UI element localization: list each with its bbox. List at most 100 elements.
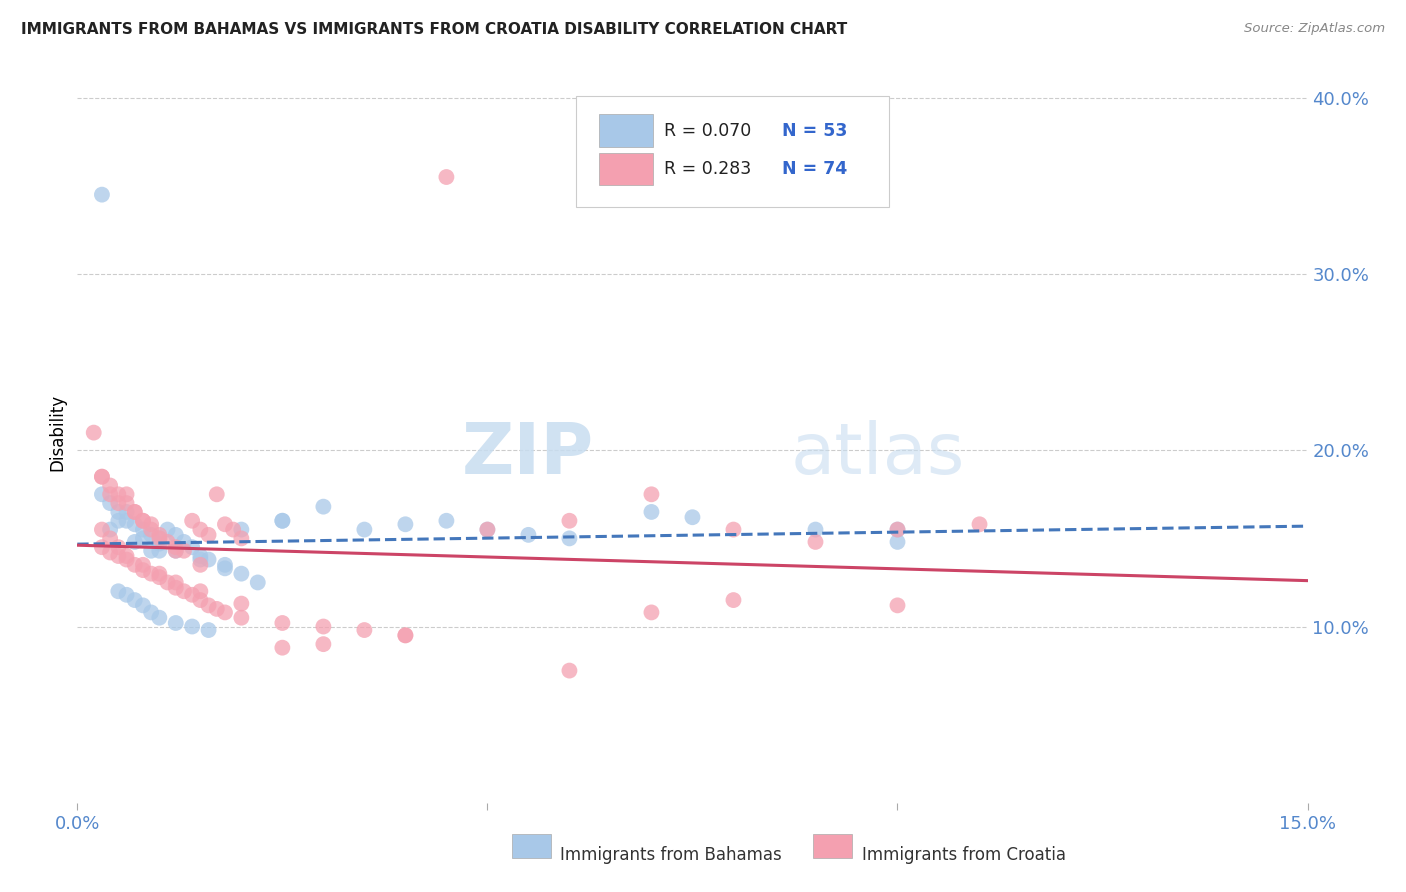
Point [115, 552, 138, 566]
Point [271, 640, 294, 655]
Point [214, 606, 236, 620]
Point [148, 570, 170, 584]
Point [214, 517, 236, 532]
Point [231, 610, 253, 624]
FancyBboxPatch shape [813, 834, 852, 857]
Point [173, 535, 195, 549]
Point [477, 523, 499, 537]
Point [98, 487, 121, 501]
Point [165, 615, 187, 630]
Point [132, 514, 155, 528]
FancyBboxPatch shape [599, 114, 654, 147]
Point [517, 528, 540, 542]
Point [115, 487, 138, 501]
Point [558, 514, 581, 528]
Point [132, 523, 155, 537]
Point [90, 540, 114, 554]
Point [723, 523, 745, 537]
Point [181, 588, 204, 602]
Point [197, 552, 219, 566]
Point [165, 543, 187, 558]
Point [231, 597, 253, 611]
Point [271, 615, 294, 630]
Point [197, 599, 219, 613]
Point [181, 514, 204, 528]
Point [107, 496, 129, 510]
Point [804, 523, 827, 537]
Text: Immigrants from Croatia: Immigrants from Croatia [862, 846, 1066, 863]
Point [246, 575, 269, 590]
Text: N = 74: N = 74 [782, 160, 848, 178]
Text: R = 0.283: R = 0.283 [664, 160, 751, 178]
Point [124, 505, 146, 519]
Point [640, 487, 662, 501]
Point [214, 561, 236, 575]
Point [141, 523, 163, 537]
Point [165, 543, 187, 558]
Point [98, 523, 121, 537]
Point [98, 532, 121, 546]
Text: N = 53: N = 53 [782, 121, 848, 139]
Point [156, 575, 179, 590]
Point [205, 487, 228, 501]
Point [188, 593, 212, 607]
FancyBboxPatch shape [575, 95, 890, 207]
Point [90, 523, 114, 537]
Point [271, 514, 294, 528]
Point [132, 599, 155, 613]
Point [205, 602, 228, 616]
Point [222, 523, 245, 537]
Point [353, 623, 375, 637]
Point [558, 532, 581, 546]
Point [188, 558, 212, 572]
Point [436, 514, 458, 528]
Point [124, 593, 146, 607]
Point [640, 606, 662, 620]
Point [148, 532, 170, 546]
Point [141, 566, 163, 581]
Point [181, 540, 204, 554]
Point [107, 487, 129, 501]
Point [124, 535, 146, 549]
Text: IMMIGRANTS FROM BAHAMAS VS IMMIGRANTS FROM CROATIA DISABILITY CORRELATION CHART: IMMIGRANTS FROM BAHAMAS VS IMMIGRANTS FR… [21, 22, 848, 37]
Point [969, 517, 991, 532]
Point [132, 558, 155, 572]
Point [107, 584, 129, 599]
Point [124, 517, 146, 532]
Text: ZIP: ZIP [461, 420, 595, 490]
Point [682, 510, 704, 524]
Point [132, 563, 155, 577]
Point [173, 584, 195, 599]
Point [394, 628, 416, 642]
Point [90, 487, 114, 501]
Point [477, 523, 499, 537]
Point [231, 566, 253, 581]
Point [98, 496, 121, 510]
Point [115, 588, 138, 602]
Point [107, 514, 129, 528]
Point [886, 599, 908, 613]
Point [188, 549, 212, 563]
Point [181, 619, 204, 633]
Point [124, 558, 146, 572]
Point [141, 543, 163, 558]
Point [148, 528, 170, 542]
Point [165, 575, 187, 590]
Point [312, 637, 335, 651]
Point [141, 606, 163, 620]
Point [558, 664, 581, 678]
Point [886, 535, 908, 549]
Point [188, 584, 212, 599]
Point [115, 549, 138, 563]
Point [107, 540, 129, 554]
Point [165, 540, 187, 554]
Point [148, 532, 170, 546]
Point [148, 536, 170, 550]
Point [436, 169, 458, 184]
Point [271, 514, 294, 528]
Point [156, 523, 179, 537]
FancyBboxPatch shape [599, 153, 654, 186]
Y-axis label: Disability: Disability [48, 394, 66, 471]
Point [148, 566, 170, 581]
Point [148, 610, 170, 624]
